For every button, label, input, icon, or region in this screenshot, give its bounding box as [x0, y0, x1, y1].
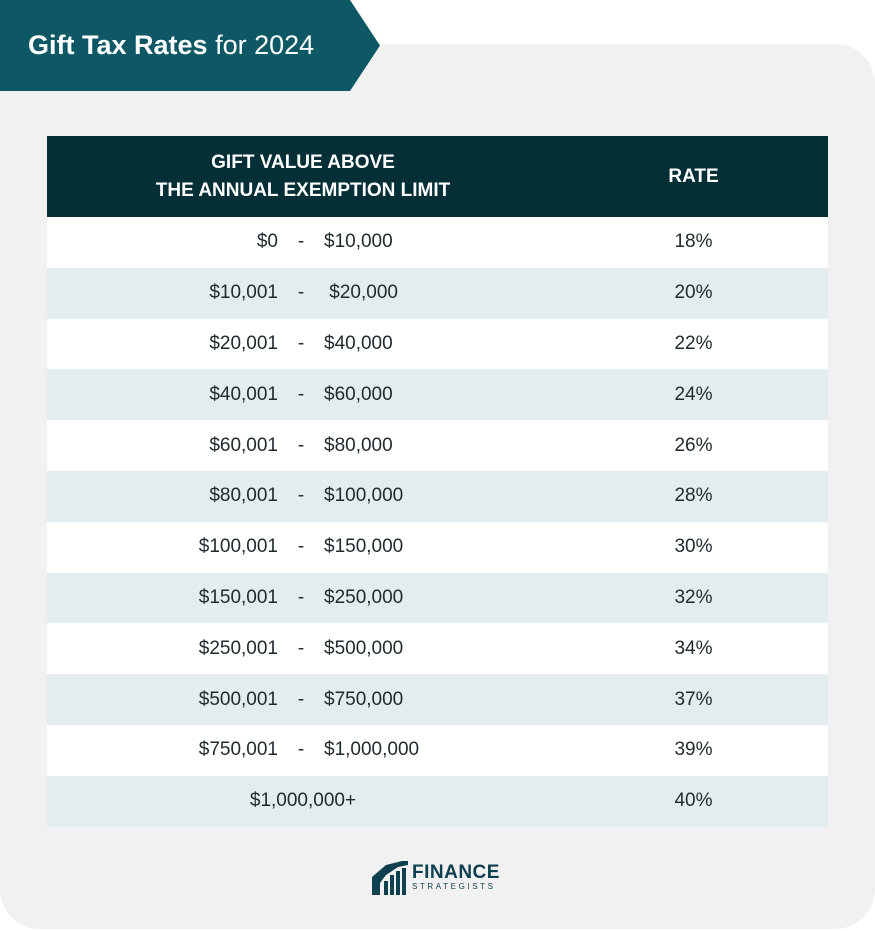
table-row: $80,001- $100,000 28%: [47, 470, 828, 522]
table-body: $0- $10,000 18% $10,001- $20,000 20% $20,001-…: [47, 217, 828, 827]
rate-cell: 30%: [674, 536, 713, 558]
title-bold: Gift Tax Rates: [28, 30, 208, 60]
finance-strategists-logo: FINANCE STRATEGISTS: [372, 858, 500, 896]
range-dash: -: [297, 282, 305, 304]
range-to: $20,000: [324, 282, 398, 304]
range-cell: $150,001- $250,000: [47, 587, 559, 609]
table-row: $500,001- $750,000 37%: [47, 674, 828, 725]
logo-main-text: FINANCE: [412, 862, 500, 883]
range-dash: -: [297, 231, 305, 253]
range-dash: -: [297, 688, 305, 710]
range-to: $40,000: [324, 332, 393, 354]
range-to: $80,000: [324, 434, 393, 456]
table-row: $750,001- $1,000,000 39%: [47, 724, 828, 776]
range-to: $10,000: [324, 231, 393, 253]
rate-cell: 18%: [674, 231, 713, 253]
range-from: $250,001: [198, 637, 278, 659]
logo-wordmark: FINANCE STRATEGISTS: [412, 863, 500, 891]
range-cell: $10,001- $20,000: [47, 282, 559, 304]
range-dash: -: [297, 637, 305, 659]
range-from: $40,001: [209, 383, 278, 405]
range-cell: $40,001- $60,000: [47, 384, 559, 406]
range-from: $750,001: [198, 739, 278, 761]
rate-cell: 24%: [674, 383, 713, 405]
range-dash: -: [297, 536, 305, 558]
table-row: $10,001- $20,000 20%: [47, 267, 828, 319]
range-to: $750,000: [324, 688, 404, 710]
range-cell: $80,001- $100,000: [47, 485, 559, 507]
rate-cell: 28%: [674, 485, 713, 507]
range-dash: -: [297, 586, 305, 608]
table-row: $60,001- $80,000 26%: [47, 420, 828, 471]
range-from: $150,001: [198, 586, 278, 608]
header-rate: RATE: [668, 165, 719, 187]
rate-cell: 37%: [674, 688, 713, 710]
range-cell: $100,001- $150,000: [47, 536, 559, 558]
table-row: $0- $10,000 18%: [47, 217, 828, 268]
finance-strategists-logo-icon: [372, 861, 408, 895]
title-regular: for 2024: [207, 30, 315, 60]
range-to: $250,000: [324, 586, 404, 608]
page-title: Gift Tax Rates for 2024: [28, 0, 314, 91]
table-row: $150,001- $250,000 32%: [47, 572, 828, 624]
table-header: GIFT VALUE ABOVE THE ANNUAL EXEMPTION LI…: [47, 136, 828, 217]
range-from: $500,001: [198, 688, 278, 710]
range-cell: $20,001- $40,000: [47, 333, 559, 355]
range-cell: $500,001- $750,000: [47, 689, 559, 711]
title-banner: Gift Tax Rates for 2024: [0, 0, 380, 91]
table-row: $40,001- $60,000 24%: [47, 369, 828, 421]
range-from: $10,001: [209, 282, 278, 304]
range-dash: -: [297, 383, 305, 405]
range-cell: $1,000,000+: [249, 790, 357, 812]
rate-cell: 32%: [674, 586, 713, 608]
table-row: $1,000,000+ 40%: [47, 775, 828, 827]
rate-cell: 39%: [674, 739, 713, 761]
banner-arrow-shape: [0, 0, 380, 91]
range-from: $60,001: [209, 434, 278, 456]
range-cell: $0- $10,000: [47, 231, 559, 253]
range-to: $100,000: [324, 485, 404, 507]
range-dash: -: [297, 434, 305, 456]
rate-cell: 26%: [674, 434, 713, 456]
table-row: $250,001- $500,000 34%: [47, 623, 828, 675]
table-row: $100,001- $150,000 30%: [47, 521, 828, 573]
range-to: $1,000,000: [324, 739, 420, 761]
range-dash: -: [297, 332, 305, 354]
range-from: $100,001: [198, 536, 278, 558]
range-to: $150,000: [324, 536, 404, 558]
range-to: $500,000: [324, 637, 404, 659]
range-from: $20,001: [209, 332, 278, 354]
header-gift-value: GIFT VALUE ABOVE THE ANNUAL EXEMPTION LI…: [155, 151, 451, 201]
rate-cell: 34%: [674, 637, 713, 659]
gift-tax-table: GIFT VALUE ABOVE THE ANNUAL EXEMPTION LI…: [47, 136, 828, 827]
range-to: $60,000: [324, 383, 393, 405]
table-row: $20,001- $40,000 22%: [47, 318, 828, 370]
rate-cell: 22%: [674, 332, 713, 354]
range-dash: -: [297, 485, 305, 507]
range-cell: $250,001- $500,000: [47, 638, 559, 660]
range-dash: -: [297, 739, 305, 761]
rate-cell: 20%: [674, 282, 713, 304]
range-cell: $750,001- $1,000,000: [47, 739, 559, 761]
range-cell: $60,001- $80,000: [47, 435, 559, 457]
range-from: $80,001: [209, 485, 278, 507]
logo-sub-text: STRATEGISTS: [412, 882, 496, 891]
rate-cell: 40%: [674, 790, 713, 812]
range-from: $0: [256, 231, 278, 253]
